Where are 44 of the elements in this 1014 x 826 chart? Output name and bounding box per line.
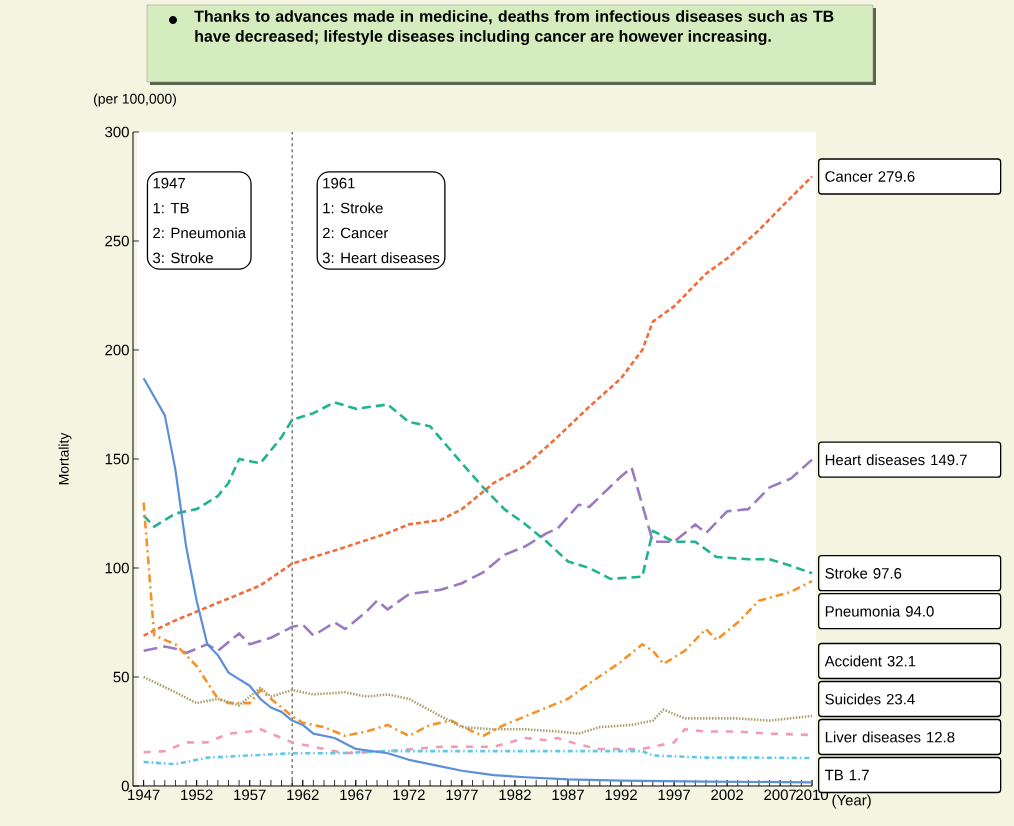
y-tick-label: 200: [105, 344, 129, 356]
annotation: 3: Stroke: [153, 252, 213, 264]
y-tick-label: 100: [105, 562, 129, 574]
x-tick-label: 1962: [287, 789, 319, 801]
x-tick-label: 1987: [552, 789, 584, 801]
series-label: Liver diseases 12.8: [825, 731, 955, 743]
chart-title: Thanks to advances made in medicine, deaths from infectious diseases such as TB have decreased; lifestyle diseases including cancer are however increasing.: [194, 10, 834, 46]
series-label: Cancer 279.6: [825, 171, 915, 182]
x-axis-title: (Year): [832, 794, 871, 809]
text: (per 100,000): [94, 93, 176, 107]
x-tick-label: 1947: [128, 789, 160, 801]
y-tick-label: 250: [105, 235, 129, 247]
series-label: TB 1.7: [824, 769, 869, 781]
annotation: 2: Pneumonia: [153, 227, 247, 239]
x-tick-label: 1972: [393, 789, 425, 801]
text: Accident 32.1: [824, 655, 916, 667]
text: Suicides 23.4: [825, 693, 915, 705]
x-tick-label: 2007: [764, 789, 797, 801]
series-label: Heart diseases 149.7: [825, 454, 967, 466]
series-label: Stroke 97.6: [825, 567, 902, 579]
line-series: [142, 675, 814, 735]
line-series: [142, 458, 814, 655]
x-tick-label: 1982: [499, 789, 531, 801]
annotation: 2: Cancer: [322, 227, 389, 239]
x-tick-label: 2002: [711, 789, 743, 801]
annotation: 1961: [323, 177, 355, 189]
x-tick-label: 1992: [605, 789, 637, 801]
x-tick-label: 1957: [234, 789, 266, 801]
y-tick-label: 150: [105, 453, 129, 465]
x-tick-label: 1997: [658, 789, 690, 801]
x-tick-label: 1967: [340, 789, 372, 801]
y-axis-title: Mortality: [58, 432, 72, 485]
series-label: Pneumonia 94.0: [825, 605, 934, 617]
y-tick-label: 0: [121, 780, 129, 792]
y-tick-label: 50: [113, 671, 129, 683]
line-series: [142, 401, 814, 581]
x-tick-label: 1977: [446, 789, 478, 801]
annotation: 1: TB: [153, 202, 189, 214]
annotation: 1947: [153, 177, 185, 189]
line-series: [142, 501, 814, 738]
y-tick-label: 300: [105, 126, 129, 138]
x-tick-label: 1952: [181, 789, 213, 801]
annotation: 1: Stroke: [323, 202, 383, 214]
annotation: 3: Heart diseases: [322, 252, 440, 264]
